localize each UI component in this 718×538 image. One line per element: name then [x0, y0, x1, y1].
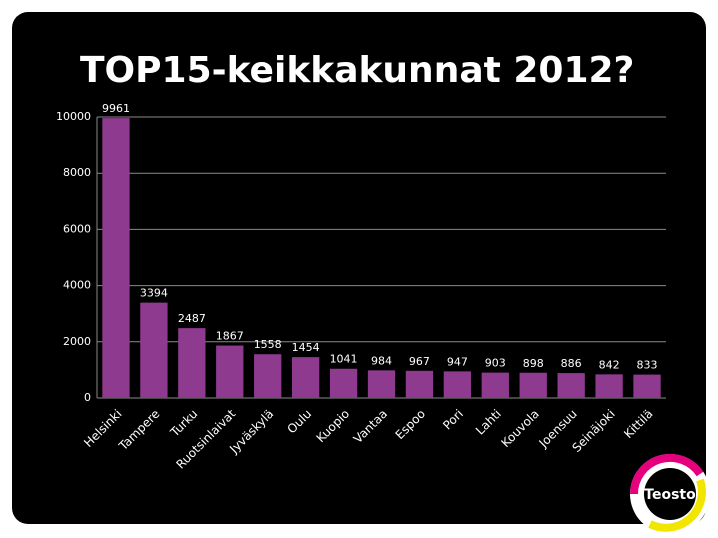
bar [329, 368, 358, 398]
logo-core [644, 468, 696, 520]
bar [254, 354, 282, 398]
y-tick-label: 0 [84, 391, 91, 404]
bar [443, 371, 472, 398]
y-tick-label: 2000 [63, 335, 91, 348]
bar [291, 357, 320, 398]
value-label: 898 [523, 357, 544, 370]
y-tick-label: 10000 [56, 110, 91, 123]
bar [481, 372, 509, 398]
chart-title: TOP15-keikkakunnat 2012? [80, 50, 634, 91]
value-label: 9961 [102, 102, 130, 115]
value-label: 1041 [330, 353, 358, 366]
value-label: 903 [485, 357, 506, 370]
bar [405, 370, 434, 398]
value-label: 2487 [178, 312, 206, 325]
bar [216, 345, 244, 398]
bar [102, 118, 130, 399]
value-label: 833 [637, 359, 658, 372]
value-label: 1558 [254, 338, 282, 351]
value-label: 1867 [216, 330, 244, 343]
value-label: 3394 [140, 287, 168, 300]
logo-arc-yellow [648, 478, 706, 532]
bar [557, 373, 585, 398]
value-label: 967 [409, 355, 430, 368]
value-label: 947 [447, 355, 468, 368]
value-label: 842 [599, 358, 620, 371]
bar [367, 370, 396, 398]
bar [178, 328, 206, 398]
y-tick-label: 6000 [63, 222, 91, 235]
y-tick-label: 8000 [63, 166, 91, 179]
logo: Teosto [629, 453, 710, 534]
logo-text: Teosto [644, 487, 696, 503]
value-label: 1454 [292, 341, 320, 354]
bar [595, 374, 623, 398]
logo-arc-magenta [629, 453, 704, 495]
bar [633, 374, 661, 398]
value-label: 886 [561, 357, 582, 370]
value-label: 984 [371, 354, 392, 367]
bar [519, 372, 547, 398]
bar [140, 302, 168, 398]
y-tick-label: 4000 [63, 279, 91, 292]
